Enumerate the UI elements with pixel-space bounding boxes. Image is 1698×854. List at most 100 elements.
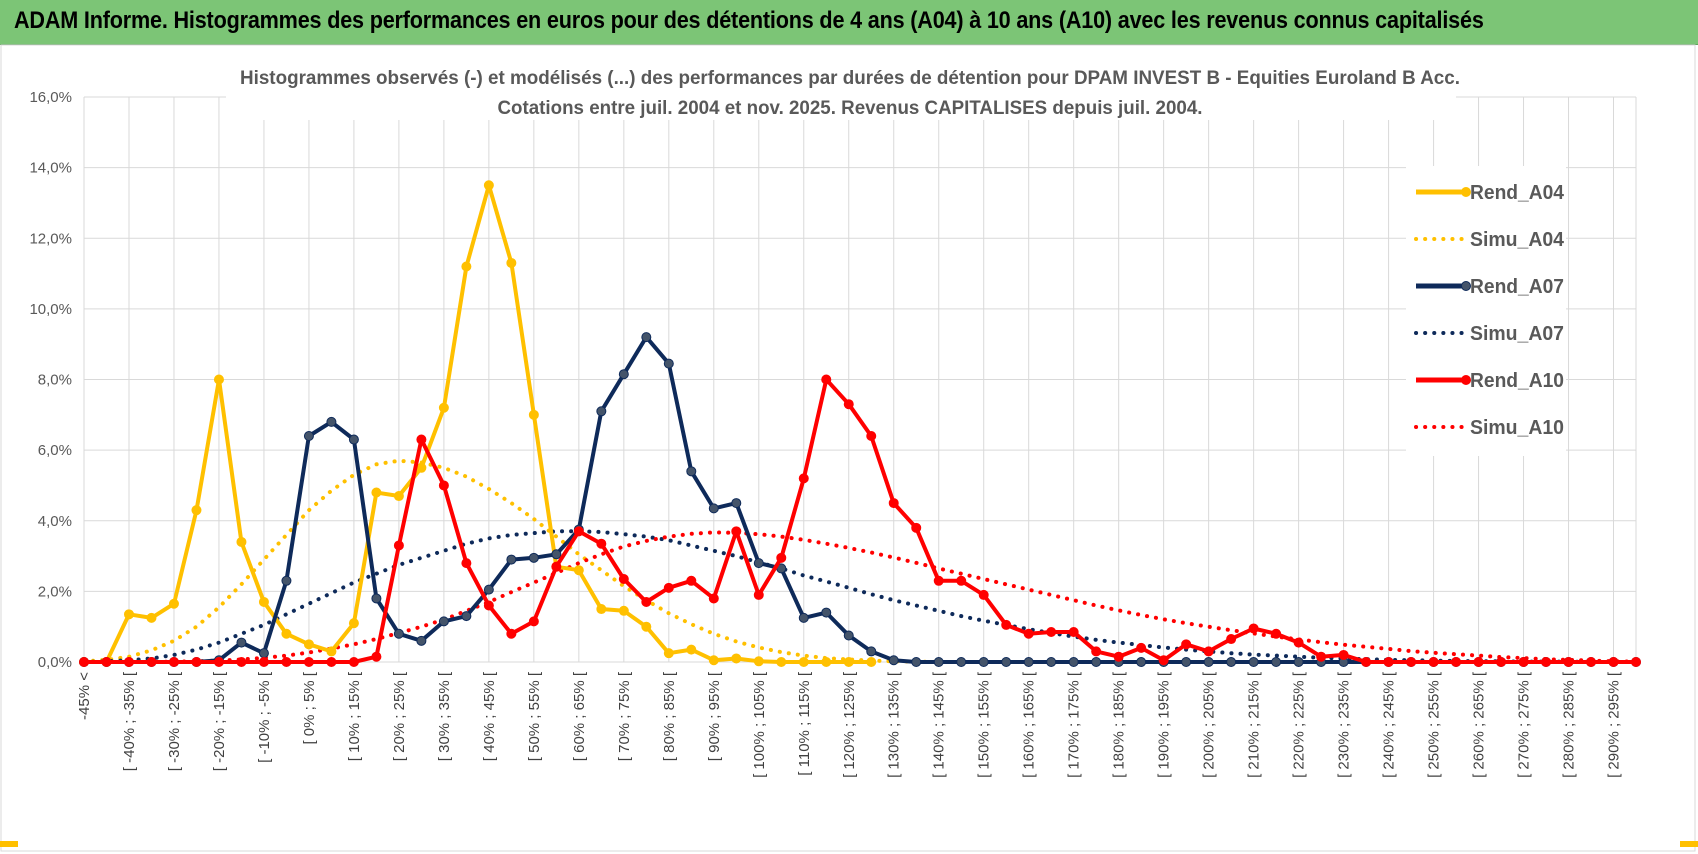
x-tick-label: [ 250% ; 255% [ [1426,671,1443,778]
data-point-rend-a10 [438,480,449,491]
y-tick-label: 6,0% [38,442,72,459]
data-point-rend-a04 [461,261,472,272]
data-point-rend-a04 [213,374,224,385]
x-tick-label: [ 270% ; 275% [ [1516,671,1533,778]
x-tick-label: [ 180% ; 185% [ [1111,671,1128,778]
data-point-rend-a10 [146,657,157,667]
x-tick-label: [ 220% ; 225% [ [1291,671,1308,778]
x-tick-label: [ 0% ; 5% [ [301,671,318,744]
data-point-rend-a10 [1181,639,1192,650]
data-point-rend-a07 [371,593,382,604]
data-point-rend-a04 [168,598,179,609]
data-point-rend-a07 [483,584,494,595]
data-point-rend-a10 [461,558,472,569]
x-tick-label: [ 160% ; 165% [ [1021,671,1038,778]
data-point-rend-a10 [1451,657,1462,667]
y-tick-label: 4,0% [38,513,72,530]
data-point-rend-a07 [236,637,247,648]
data-point-rend-a04 [303,639,314,650]
data-point-rend-a07 [978,657,989,667]
x-tick-label: [ 80% ; 85% [ [661,671,678,761]
x-tick-label: [ 190% ; 195% [ [1156,671,1173,778]
data-point-rend-a04 [686,644,697,655]
x-tick-label: [ 240% ; 245% [ [1381,671,1398,778]
x-tick-label: [ 140% ; 145% [ [931,671,948,778]
data-point-rend-a07 [1091,657,1102,667]
x-tick-label: [ 100% ; 105% [ [751,671,768,778]
data-point-rend-a10 [551,561,562,572]
data-point-rend-a07 [1181,657,1192,667]
data-point-rend-a10 [933,575,944,586]
x-tick-label: [ 40% ; 45% [ [481,671,498,761]
data-point-rend-a10 [236,657,247,667]
data-point-rend-a10 [393,540,404,551]
x-tick-label: [ 10% ; 15% [ [346,671,363,761]
data-point-rend-a07 [686,466,697,477]
data-point-rend-a10 [843,399,854,410]
data-point-rend-a10 [1338,649,1349,660]
data-point-rend-a07 [798,612,809,623]
data-point-rend-a07 [1001,657,1012,667]
data-point-rend-a10 [753,589,764,600]
data-point-rend-a10 [213,657,224,667]
data-point-rend-a10 [956,575,967,586]
x-tick-label: [ 210% ; 215% [ [1246,671,1263,778]
chart-subtitle: Cotations entre juil. 2004 et nov. 2025.… [498,98,1203,119]
y-tick-label: 14,0% [29,160,72,177]
banner: ADAM Informe. Histogrammes des performan… [0,0,1698,45]
data-point-rend-a10 [911,522,922,533]
data-point-rend-a10 [1113,651,1124,662]
data-point-rend-a04 [438,402,449,413]
data-point-rend-a04 [371,487,382,498]
legend-label-simu-a10: Simu_A10 [1470,417,1564,439]
data-point-rend-a10 [506,628,517,639]
data-point-rend-a07 [753,558,764,569]
x-tick-label: [ 130% ; 135% [ [886,671,903,778]
data-point-rend-a04 [821,657,832,667]
data-point-rend-a10 [1068,626,1079,637]
data-point-rend-a04 [236,536,247,547]
x-tick-label: [ -40% ; -35% [ [121,671,138,771]
data-point-rend-a07 [1046,657,1057,667]
data-point-rend-a04 [123,609,134,620]
data-point-rend-a07 [393,628,404,639]
series-line-simu-a07 [82,529,1638,664]
data-point-rend-a10 [866,431,877,441]
y-tick-label: 10,0% [29,301,72,318]
data-point-rend-a04 [708,655,719,666]
data-point-rend-a10 [596,538,607,549]
corner-mark [0,841,18,847]
corner-mark [1680,841,1698,847]
data-point-rend-a04 [573,565,584,576]
data-point-rend-a04 [776,657,787,667]
data-point-rend-a10 [1226,634,1237,645]
data-point-rend-a07 [821,607,832,618]
data-point-rend-a07 [461,611,472,622]
data-point-rend-a10 [1608,657,1619,667]
data-point-rend-a04 [866,657,877,667]
data-point-rend-a04 [506,257,517,268]
data-point-rend-a10 [1271,628,1282,639]
data-point-rend-a10 [1563,657,1574,667]
data-point-rend-a04 [663,648,674,659]
x-tick-label: [ 260% ; 265% [ [1471,671,1488,778]
y-tick-label: 16,0% [29,89,72,106]
data-point-rend-a07 [281,575,292,586]
data-point-rend-a10 [1496,657,1507,667]
data-point-rend-a04 [483,180,494,191]
data-point-rend-a10 [1316,651,1327,662]
x-tick-label: [ -30% ; -25% [ [166,671,183,771]
data-point-rend-a04 [281,628,292,639]
x-tick-label: [ -20% ; -15% [ [211,671,228,771]
data-point-rend-a10 [708,593,719,604]
data-point-rend-a10 [1428,657,1439,667]
data-point-rend-a10 [888,498,899,509]
legend-background [1406,166,1566,456]
data-point-rend-a10 [1406,657,1417,667]
data-point-rend-a10 [1248,623,1259,634]
x-tick-label: [ 280% ; 285% [ [1561,671,1578,778]
x-tick-label: [ 120% ; 125% [ [841,671,858,778]
data-point-rend-a10 [1136,642,1147,653]
data-point-rend-a07 [956,657,967,667]
data-point-rend-a07 [1136,657,1147,667]
